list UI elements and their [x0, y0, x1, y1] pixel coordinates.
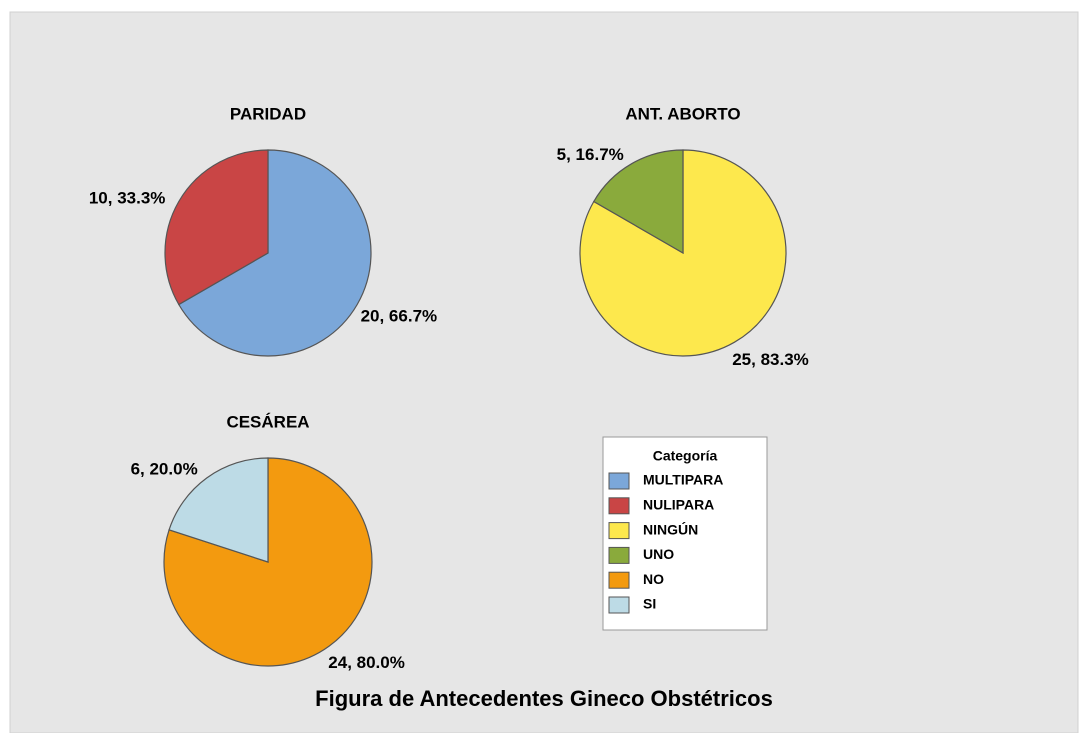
figure-title: Figura de Antecedentes Gineco Obstétrico… [315, 686, 773, 711]
pie-slice [168, 457, 269, 563]
legend-label: NULIPARA [643, 497, 714, 513]
pie-slice [164, 149, 269, 306]
pie-slice [177, 149, 372, 357]
legend-label: SI [643, 596, 656, 612]
legend-label: MULTIPARA [643, 472, 723, 488]
legend-box [602, 436, 768, 631]
pie-slice [592, 149, 684, 255]
data-label: 10, 33.3% [89, 188, 166, 207]
background [9, 11, 1079, 733]
pie-slice [163, 457, 373, 667]
data-label: 6, 20.0% [131, 460, 198, 479]
legend-swatch [608, 596, 630, 614]
data-label: 20, 66.7% [361, 307, 438, 326]
pie-title: ANT. ABORTO [625, 104, 740, 123]
pie-title: CESÁREA [226, 412, 309, 431]
legend-swatch [608, 497, 630, 515]
data-label: 25, 83.3% [732, 350, 809, 369]
legend-label: UNO [643, 546, 674, 562]
data-label: 5, 16.7% [557, 145, 624, 164]
legend-label: NO [643, 571, 664, 587]
pie-title: PARIDAD [230, 104, 306, 123]
legend-swatch [608, 571, 630, 589]
data-label: 24, 80.0% [328, 653, 405, 672]
legend-label: NINGÚN [643, 520, 698, 537]
legend-swatch [608, 522, 630, 540]
legend-title: Categoría [653, 448, 718, 464]
legend-swatch [608, 546, 630, 564]
legend-swatch [608, 472, 630, 490]
